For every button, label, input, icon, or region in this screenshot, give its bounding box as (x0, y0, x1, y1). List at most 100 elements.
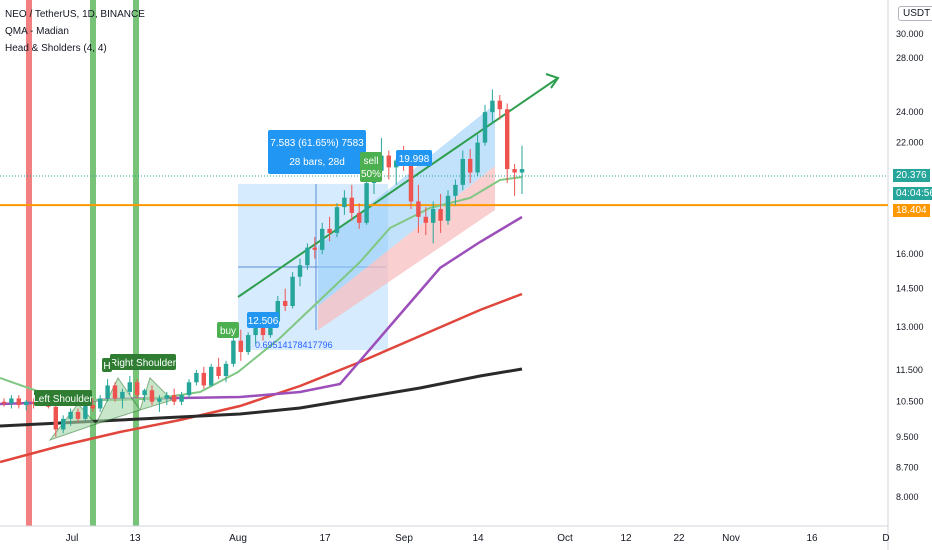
sell-price-label-bg (396, 150, 432, 166)
symbol-title: NEO / TetherUS, 1D, BINANCE (5, 9, 145, 20)
candle-body (23, 401, 29, 406)
y-tick-label: 16.000 (896, 249, 924, 259)
candle-body (194, 372, 199, 383)
last-price-tag: 20.376 (893, 169, 930, 182)
x-tick-label: Nov (722, 533, 740, 544)
candle-body (319, 228, 325, 250)
countdown-tag: 04:04:56 (893, 187, 932, 200)
orange-level-value: 18.404 (896, 205, 927, 216)
x-tick-label: Aug (229, 533, 247, 544)
y-tick-label: 14.500 (896, 284, 924, 294)
candle-body (282, 300, 288, 306)
left-shoulder-label-bg (34, 390, 92, 406)
candle-body (201, 372, 207, 386)
candle-body (334, 207, 340, 233)
candle-body (519, 169, 525, 173)
candle-body (364, 183, 369, 223)
candle-body (231, 340, 236, 364)
candle-body (97, 398, 103, 409)
ma-green (0, 176, 523, 401)
candle-body (460, 158, 466, 185)
measure-label-bottom: 28 bars, 28d (289, 157, 345, 168)
candle-body (305, 247, 310, 266)
candle-body (490, 100, 495, 113)
x-tick-label: 17 (319, 533, 331, 544)
candle-body (453, 184, 458, 196)
candle-body (245, 335, 251, 353)
candle-body (386, 155, 392, 168)
ma-red (0, 292, 523, 464)
trend-arrowhead (545, 73, 560, 89)
x-tick-label: 12 (620, 533, 632, 544)
y-tick-label: 11.500 (896, 365, 923, 375)
x-tick-label: Sep (395, 533, 413, 544)
head-label-bg (102, 358, 112, 372)
candle-body (430, 209, 436, 223)
candle-body (149, 390, 155, 402)
x-tick-label: Jul (66, 533, 79, 544)
candle-body (83, 405, 88, 419)
candle-body (438, 209, 443, 221)
candle-body (223, 363, 229, 377)
candle-body (9, 398, 14, 404)
indicator-hs-label: Head & Sholders (4, 4) (5, 43, 107, 54)
vline-green-1 (90, 0, 96, 526)
measure-label-box-bg (268, 130, 366, 174)
buy-label: buy (220, 326, 236, 337)
candle-body (112, 385, 118, 399)
sell-label: sell (363, 156, 378, 167)
right-shoulder-label: Right Shoulder (110, 358, 177, 369)
candle-body (31, 401, 36, 404)
x-tick-label: 13 (129, 533, 141, 544)
candle-body (253, 326, 258, 336)
candle-body (179, 395, 184, 402)
candle-body (208, 366, 214, 386)
candle-body (60, 418, 66, 430)
y-tick-label: 8.000 (896, 492, 919, 502)
x-tick-label: Oct (557, 533, 573, 544)
y-tick-label: 30.000 (896, 29, 924, 39)
candle-body (408, 165, 414, 202)
candle-body (164, 395, 170, 399)
candle-body (504, 109, 510, 170)
candle-body (416, 201, 421, 217)
candle-body (90, 405, 96, 409)
countdown-value: 04:04:56 (896, 188, 932, 199)
candle-body (275, 300, 281, 322)
x-tick-label: 14 (472, 533, 484, 544)
candle-body (445, 195, 451, 221)
candle-body (467, 158, 473, 173)
candle-body (268, 321, 273, 336)
sell-price-label: 19.998 (399, 154, 430, 165)
left-shoulder-label: Left Shoulder (33, 394, 93, 405)
sell-pct-label: 50% (361, 169, 381, 180)
candle-body (105, 385, 110, 399)
buy-label-bg (217, 322, 239, 338)
y-tick-label: 10.500 (896, 397, 924, 407)
candle-body (356, 212, 362, 223)
y-tick-label: 9.500 (896, 432, 919, 442)
candle-body (475, 142, 480, 173)
candle-body (134, 382, 140, 396)
candle-body (120, 391, 125, 399)
buy-price-label: 12.506 (248, 316, 279, 327)
candle-body (75, 411, 81, 419)
fib-value-label: 0.69514178417796 (255, 340, 333, 350)
y-tick-label: 24.000 (896, 107, 924, 117)
candle-body (327, 228, 332, 233)
candle-body (297, 265, 303, 277)
x-tick-label: 16 (806, 533, 818, 544)
x-tick-label: D (882, 533, 889, 544)
orange-level-tag: 18.404 (893, 204, 930, 217)
currency-button[interactable]: USDT (898, 6, 932, 21)
vline-green-2 (133, 0, 139, 526)
right-shoulder-label-bg (110, 354, 176, 370)
last-price-value: 20.376 (896, 170, 927, 181)
candle-body (142, 390, 147, 396)
candle-body (157, 398, 162, 402)
candle-body (171, 395, 177, 402)
y-tick-label: 13.000 (896, 322, 924, 332)
hs-head-shape (95, 377, 141, 425)
candle-body (312, 247, 318, 250)
